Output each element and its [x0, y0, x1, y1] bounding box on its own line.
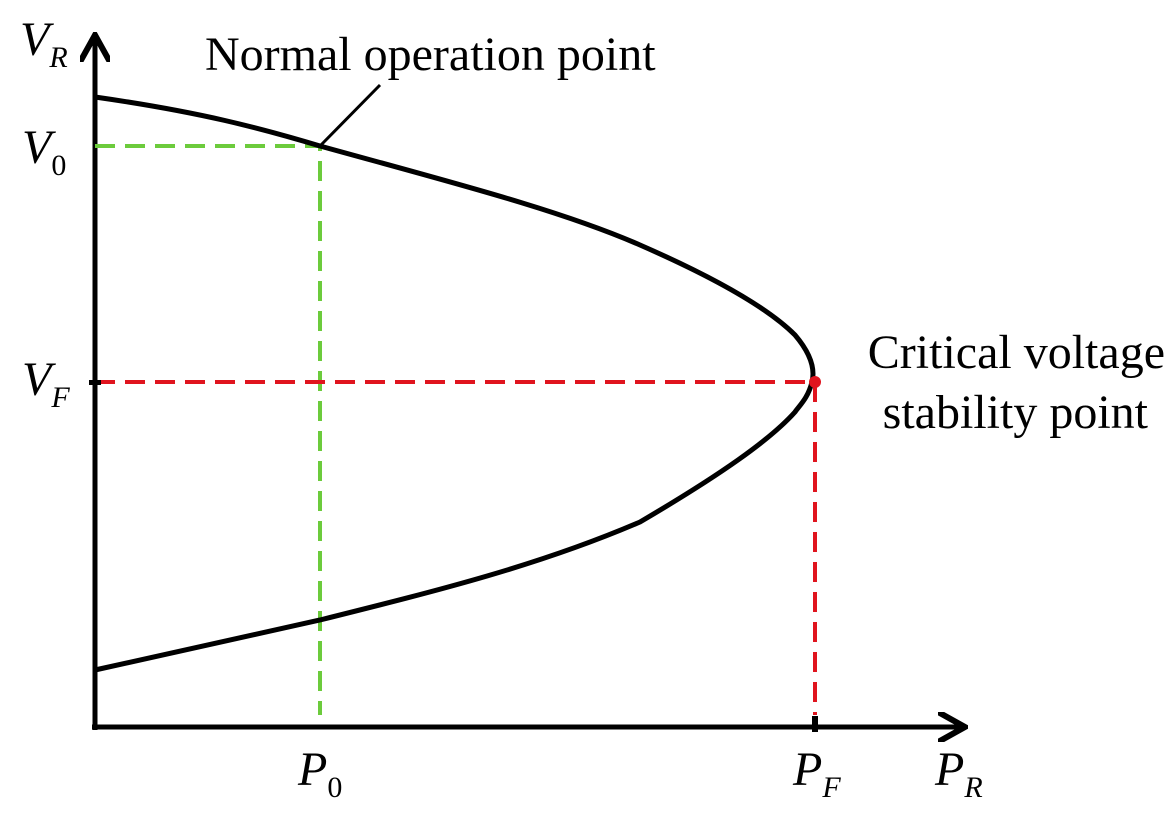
label-sub: 0 [51, 149, 66, 182]
label-main: V [22, 121, 56, 174]
tick [812, 716, 818, 732]
v0-label: V0 [22, 121, 66, 182]
label-main: V [22, 353, 56, 406]
annotation: Normal operation point [205, 28, 656, 81]
annotation: Critical voltage [868, 326, 1165, 379]
label-main: P [792, 743, 822, 796]
pf-label: PF [792, 743, 841, 804]
label-sub: 0 [327, 771, 342, 804]
label-sub: R [48, 41, 67, 74]
x-axis-label: PR [934, 743, 983, 804]
label-sub: F [50, 381, 70, 414]
label-main: P [934, 743, 964, 796]
annotation-leader [318, 83, 382, 148]
p0-label: P0 [297, 743, 342, 804]
annotation: stability point [883, 386, 1149, 439]
y-axis-label: VR [20, 13, 68, 74]
vf-label: VF [22, 353, 70, 414]
critical-guide [95, 380, 817, 715]
critical-point [809, 376, 821, 388]
label-sub: R [963, 771, 982, 804]
label-main: V [20, 13, 54, 66]
label-main: P [297, 743, 327, 796]
label-sub: F [821, 771, 841, 804]
tick [89, 380, 101, 385]
